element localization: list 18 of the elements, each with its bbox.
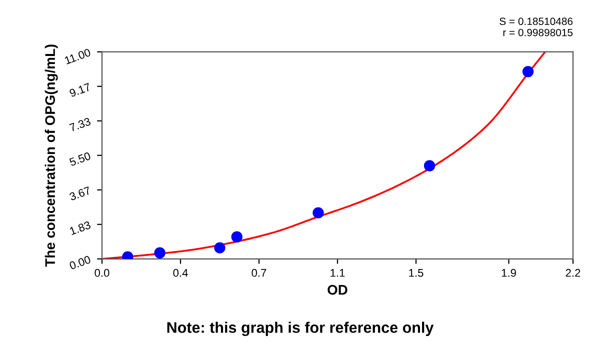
text: S = 0.18510486 r = 0.99898015	[500, 18, 573, 36]
x-tick-label: 2.2	[566, 268, 580, 277]
y-axis-title: The concentration of OPG(ng/mL)	[44, 44, 58, 267]
y-tick-label: 11.00	[64, 48, 92, 64]
text: Note: this graph is for reference only	[167, 322, 434, 336]
y-tick-label: 7.33	[69, 117, 92, 132]
x-tick-label: 0.7	[252, 268, 266, 277]
x-tick-label: 0.4	[173, 268, 188, 277]
x-axis-title: OD	[328, 284, 348, 295]
x-tick-label: 1.9	[502, 268, 516, 277]
y-tick-label: 3.67	[68, 186, 92, 201]
y-tick-label: 9.17	[69, 82, 92, 98]
y-tick-label: 5.50	[68, 152, 92, 166]
x-tick-label: 1.1	[330, 269, 345, 277]
x-tick-label: 0.0	[94, 268, 110, 277]
y-tick-label: 1.83	[69, 220, 92, 236]
x-tick-label: 1.5	[409, 269, 424, 277]
y-tick-label: 0.00	[68, 255, 92, 270]
